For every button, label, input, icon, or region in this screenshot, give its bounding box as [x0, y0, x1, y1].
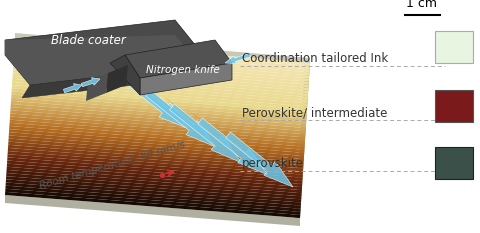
Polygon shape: [5, 195, 300, 226]
Polygon shape: [8, 142, 303, 168]
Polygon shape: [12, 76, 308, 103]
Polygon shape: [6, 173, 301, 199]
Polygon shape: [6, 170, 301, 196]
Polygon shape: [5, 192, 300, 218]
Polygon shape: [110, 55, 140, 95]
Polygon shape: [12, 79, 307, 106]
Polygon shape: [15, 33, 310, 63]
Polygon shape: [9, 132, 304, 159]
Polygon shape: [13, 69, 308, 97]
Polygon shape: [12, 82, 307, 110]
Polygon shape: [7, 154, 302, 181]
Bar: [435, 90, 473, 122]
Polygon shape: [12, 91, 307, 119]
Polygon shape: [63, 84, 82, 93]
Polygon shape: [10, 110, 305, 137]
Polygon shape: [198, 118, 268, 175]
Polygon shape: [14, 41, 310, 69]
Polygon shape: [226, 132, 293, 187]
Polygon shape: [11, 98, 306, 125]
Polygon shape: [225, 53, 251, 64]
Polygon shape: [145, 90, 216, 147]
Polygon shape: [5, 40, 30, 85]
Polygon shape: [13, 60, 309, 88]
Polygon shape: [11, 95, 306, 122]
Polygon shape: [13, 66, 308, 94]
Polygon shape: [82, 78, 100, 87]
Text: Nitrogen knife: Nitrogen knife: [146, 65, 220, 75]
Polygon shape: [10, 120, 305, 147]
Polygon shape: [10, 113, 305, 140]
Polygon shape: [8, 151, 303, 178]
Polygon shape: [11, 104, 306, 131]
Polygon shape: [295, 63, 310, 218]
Polygon shape: [188, 110, 228, 140]
Polygon shape: [13, 57, 309, 85]
Polygon shape: [15, 38, 310, 66]
Polygon shape: [12, 85, 307, 113]
Polygon shape: [8, 148, 303, 175]
Polygon shape: [7, 161, 302, 187]
Bar: [435, 31, 473, 63]
Polygon shape: [138, 81, 175, 113]
Polygon shape: [9, 126, 304, 153]
Polygon shape: [6, 182, 301, 209]
Polygon shape: [5, 189, 300, 215]
Polygon shape: [8, 145, 303, 171]
Polygon shape: [7, 164, 302, 190]
Polygon shape: [162, 95, 200, 126]
Text: Room temperature, 99 mm/s: Room temperature, 99 mm/s: [38, 139, 186, 191]
Polygon shape: [30, 51, 200, 85]
Polygon shape: [14, 44, 310, 72]
Polygon shape: [5, 185, 300, 212]
Polygon shape: [5, 35, 200, 85]
Polygon shape: [13, 63, 308, 91]
Polygon shape: [12, 72, 308, 100]
Polygon shape: [7, 157, 302, 184]
Polygon shape: [125, 40, 232, 78]
Text: Coordination tailored Ink: Coordination tailored Ink: [242, 51, 388, 65]
Text: Perovskite/ intermediate: Perovskite/ intermediate: [242, 106, 387, 120]
Polygon shape: [7, 167, 302, 193]
Polygon shape: [11, 101, 306, 128]
Polygon shape: [14, 54, 309, 82]
Bar: [435, 147, 473, 179]
Text: perovskite: perovskite: [242, 158, 304, 171]
Polygon shape: [12, 88, 307, 116]
Polygon shape: [169, 104, 242, 163]
Polygon shape: [106, 65, 128, 93]
Text: Blade coater: Blade coater: [50, 34, 125, 48]
Polygon shape: [86, 73, 108, 101]
Polygon shape: [14, 51, 309, 79]
Polygon shape: [10, 116, 305, 144]
Polygon shape: [9, 129, 304, 156]
Polygon shape: [10, 123, 305, 150]
Polygon shape: [5, 20, 200, 71]
Polygon shape: [6, 176, 301, 202]
Polygon shape: [122, 75, 187, 128]
Polygon shape: [140, 63, 232, 95]
Polygon shape: [8, 138, 304, 165]
Polygon shape: [6, 179, 301, 206]
Text: 1 cm: 1 cm: [407, 0, 437, 10]
Polygon shape: [14, 48, 310, 75]
Polygon shape: [9, 135, 304, 162]
Polygon shape: [11, 107, 306, 134]
Polygon shape: [22, 65, 200, 98]
